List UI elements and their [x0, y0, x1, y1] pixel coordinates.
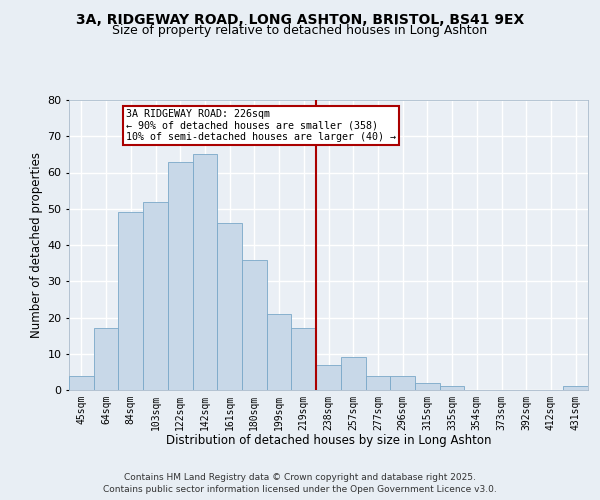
Bar	[217, 223, 242, 390]
Bar	[316, 364, 341, 390]
Bar	[69, 376, 94, 390]
Bar	[341, 358, 365, 390]
Y-axis label: Number of detached properties: Number of detached properties	[30, 152, 43, 338]
Bar	[415, 383, 440, 390]
Text: Size of property relative to detached houses in Long Ashton: Size of property relative to detached ho…	[112, 24, 488, 37]
Bar	[168, 162, 193, 390]
Text: Contains HM Land Registry data © Crown copyright and database right 2025.: Contains HM Land Registry data © Crown c…	[124, 472, 476, 482]
Bar	[365, 376, 390, 390]
Bar	[143, 202, 168, 390]
Text: 3A, RIDGEWAY ROAD, LONG ASHTON, BRISTOL, BS41 9EX: 3A, RIDGEWAY ROAD, LONG ASHTON, BRISTOL,…	[76, 12, 524, 26]
X-axis label: Distribution of detached houses by size in Long Ashton: Distribution of detached houses by size …	[166, 434, 491, 448]
Bar	[118, 212, 143, 390]
Bar	[193, 154, 217, 390]
Text: 3A RIDGEWAY ROAD: 226sqm
← 90% of detached houses are smaller (358)
10% of semi-: 3A RIDGEWAY ROAD: 226sqm ← 90% of detach…	[126, 109, 396, 142]
Bar	[242, 260, 267, 390]
Bar	[267, 314, 292, 390]
Bar	[292, 328, 316, 390]
Text: Contains public sector information licensed under the Open Government Licence v3: Contains public sector information licen…	[103, 485, 497, 494]
Bar	[94, 328, 118, 390]
Bar	[440, 386, 464, 390]
Bar	[563, 386, 588, 390]
Bar	[390, 376, 415, 390]
